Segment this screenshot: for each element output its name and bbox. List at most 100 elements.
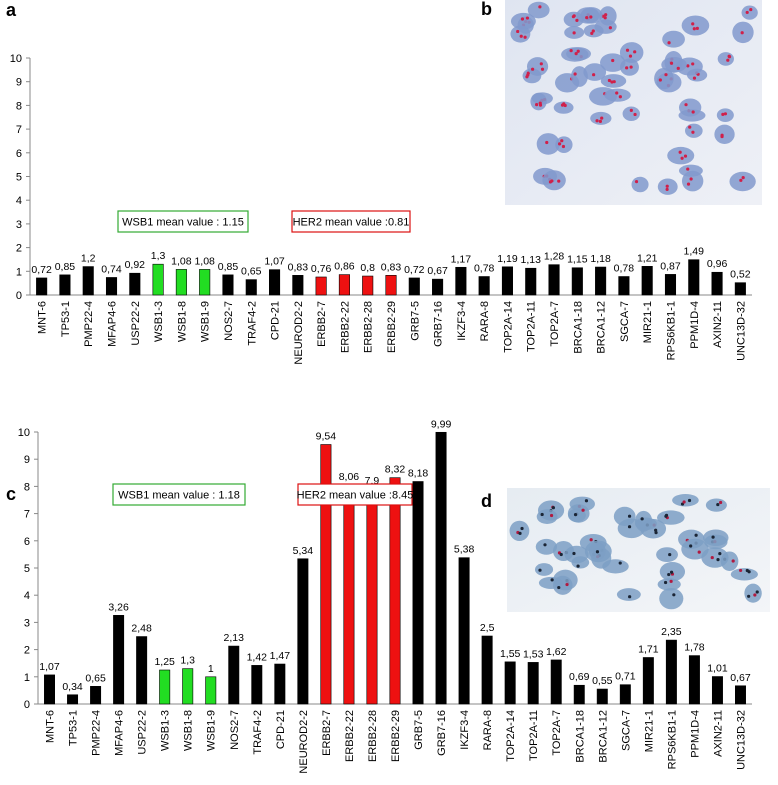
signal-dot — [749, 7, 753, 12]
signal-dot — [625, 66, 629, 70]
annotation: WSB1 mean value : 1.18 — [118, 490, 240, 502]
bar — [82, 266, 94, 296]
value-label: 1,25 — [154, 656, 175, 668]
x-tick-label: TRAF4-2 — [252, 710, 264, 755]
signal-dot — [625, 48, 630, 52]
y-tick-label: 8 — [16, 100, 22, 112]
bar — [338, 274, 350, 296]
signal-dot — [539, 62, 543, 66]
signal-dot — [573, 72, 577, 76]
signal-dot — [519, 34, 523, 38]
signal-dot — [611, 58, 615, 63]
signal-dot — [557, 585, 561, 590]
cell — [730, 568, 758, 581]
value-label: 1,13 — [521, 254, 542, 266]
signal-dot — [716, 502, 720, 507]
signal-dot — [731, 559, 735, 563]
signal-dot — [604, 13, 608, 17]
signal-dot — [618, 95, 622, 99]
bar — [343, 484, 355, 705]
value-label: 2,5 — [480, 622, 495, 634]
x-tick-label: IKZF3-4 — [459, 710, 471, 750]
x-tick-label: PMP22-4 — [83, 301, 95, 347]
signal-dot — [550, 578, 554, 582]
signal-dot — [629, 108, 633, 112]
x-tick-label: NEUROD2-2 — [293, 301, 305, 365]
signal-dot — [573, 513, 578, 517]
signal-dot — [686, 64, 690, 68]
signal-dot — [576, 49, 580, 53]
y-tick-label: 8 — [24, 481, 30, 493]
value-label: 1,71 — [638, 643, 659, 655]
signal-dot — [682, 500, 686, 504]
x-tick-label: BRCA1-12 — [597, 710, 609, 763]
y-tick-label: 5 — [16, 172, 22, 184]
signal-dot — [585, 16, 589, 20]
x-tick-label: MNT-6 — [45, 710, 57, 743]
signal-dot — [747, 594, 751, 598]
x-tick-label: WSB1-9 — [206, 710, 218, 751]
bar — [152, 263, 164, 296]
cell — [681, 538, 709, 560]
signal-dot — [684, 103, 688, 107]
cell — [662, 30, 685, 48]
bar — [36, 277, 48, 296]
signal-dot — [563, 103, 567, 108]
bar — [292, 275, 304, 296]
y-tick-label: 7 — [24, 509, 30, 521]
value-label: 0,87 — [660, 260, 681, 272]
x-tick-label: TOP2A-11 — [528, 710, 540, 761]
y-tick-label: 3 — [24, 617, 30, 629]
cell — [563, 11, 584, 28]
signal-dot — [695, 26, 699, 31]
cell — [672, 493, 699, 507]
value-label: 1,19 — [497, 253, 518, 265]
signal-dot — [571, 15, 576, 19]
cell — [659, 587, 684, 610]
x-tick-label: TOP2A-14 — [502, 301, 514, 353]
signal-dot — [672, 593, 676, 597]
signal-dot — [668, 552, 672, 557]
cell — [654, 67, 674, 90]
cell — [594, 19, 617, 34]
signal-dot — [692, 27, 696, 31]
value-label: 0,86 — [334, 261, 355, 273]
cell — [620, 58, 639, 76]
cell — [714, 124, 735, 145]
x-tick-label: MIR21-1 — [643, 710, 655, 752]
bar — [455, 266, 467, 296]
value-label: 1,28 — [544, 251, 565, 263]
signal-dot — [720, 133, 724, 137]
x-tick-label: USP22-2 — [137, 710, 149, 755]
x-tick-label: SGCA-7 — [620, 710, 632, 751]
y-tick-label: 10 — [10, 53, 22, 65]
cell — [509, 520, 530, 541]
signal-dot — [561, 144, 566, 149]
y-tick-label: 1 — [24, 672, 30, 684]
signal-dot — [628, 54, 633, 58]
bar — [67, 694, 79, 705]
cell — [567, 504, 590, 523]
x-tick-label: RARA-8 — [482, 710, 494, 750]
signal-dot — [719, 500, 723, 505]
signal-dot — [572, 551, 576, 556]
y-tick-label: 6 — [16, 148, 22, 160]
signal-dot — [665, 184, 669, 188]
panel-label: b — [481, 0, 492, 19]
bar — [596, 688, 608, 705]
bar — [478, 276, 490, 296]
bar — [366, 488, 378, 705]
bar — [527, 662, 539, 705]
x-tick-label: TOP2A-7 — [551, 710, 563, 756]
signal-dot — [520, 526, 524, 531]
y-tick-label: 4 — [24, 590, 30, 602]
x-tick-label: TP53-1 — [68, 710, 80, 746]
bar — [688, 259, 700, 296]
value-label: 0,78 — [474, 263, 495, 275]
signal-dot — [633, 112, 637, 117]
signal-dot — [669, 579, 673, 583]
signal-dot — [710, 555, 714, 560]
x-tick-label: NEUROD2-2 — [298, 710, 310, 774]
signal-dot — [615, 91, 619, 95]
cell — [657, 510, 685, 525]
